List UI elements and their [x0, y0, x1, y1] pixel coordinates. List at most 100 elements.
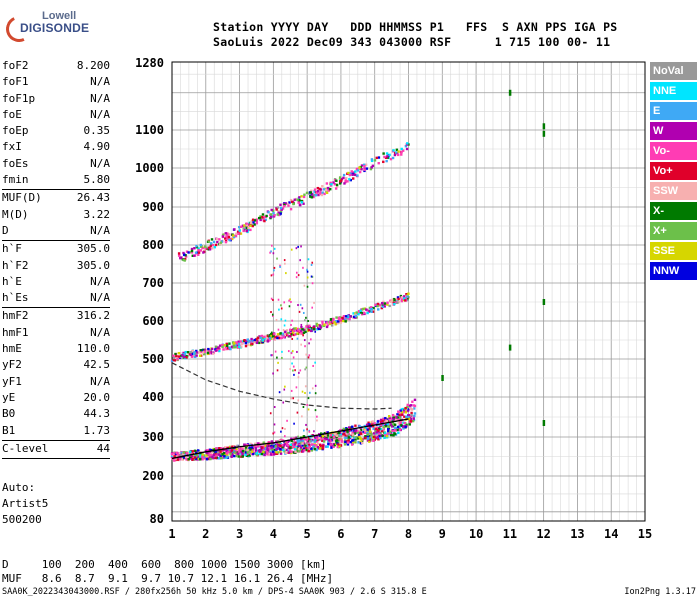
param-value: 110.0 — [76, 342, 110, 356]
echo-point — [370, 310, 373, 313]
param-value: N/A — [90, 374, 110, 388]
echo-point — [346, 314, 350, 318]
echo-point — [218, 349, 221, 353]
y-tick-label: 200 — [142, 469, 164, 483]
echo-point — [215, 237, 218, 241]
echo-point — [241, 224, 245, 227]
echo-point — [396, 153, 400, 157]
echo-point — [350, 429, 353, 432]
param-separator — [2, 307, 110, 309]
echo-point — [327, 189, 330, 192]
echo-point — [347, 436, 351, 439]
echo-point — [184, 255, 188, 258]
echo-point — [345, 428, 349, 431]
echo-point — [272, 211, 275, 215]
echo-point — [284, 319, 287, 322]
echo-point — [396, 296, 400, 299]
echo-point — [289, 331, 293, 334]
echo-point — [293, 422, 295, 425]
echo-point — [310, 196, 314, 199]
echo-point — [349, 435, 352, 438]
param-row: h`F2 305.0 — [2, 258, 110, 274]
echo-point — [375, 303, 378, 306]
echo-point — [403, 297, 406, 300]
echo-point — [283, 450, 286, 453]
echo-point — [355, 316, 358, 319]
echo-point — [410, 411, 413, 415]
echo-point — [231, 445, 234, 449]
echo-point — [404, 145, 408, 148]
param-row: yE 20.0 — [2, 390, 110, 406]
param-value: 5.80 — [83, 173, 111, 187]
echo-point — [292, 202, 295, 206]
echo-point — [290, 389, 293, 392]
echo-point — [229, 452, 232, 455]
echo-point — [375, 425, 378, 428]
param-row: h`Es N/A — [2, 290, 110, 306]
echo-point — [370, 158, 374, 161]
echo-point — [300, 199, 303, 203]
echo-point — [270, 444, 273, 448]
echo-point — [283, 324, 286, 327]
echo-point — [318, 443, 322, 447]
echo-point — [299, 303, 302, 306]
echo-point — [231, 237, 234, 241]
echo-point — [389, 300, 392, 304]
echo-point — [337, 431, 340, 434]
echo-point — [183, 257, 187, 261]
echo-point — [292, 369, 294, 372]
echo-point — [313, 301, 315, 304]
echo-point — [279, 210, 283, 213]
echo-point — [407, 407, 410, 411]
echo-point — [313, 440, 316, 443]
echo-point — [272, 453, 276, 456]
echo-point — [187, 457, 190, 461]
echo-point — [245, 223, 249, 227]
param-row: hmF1 N/A — [2, 325, 110, 341]
param-label: MUF(D) — [2, 191, 42, 205]
echo-point — [266, 445, 269, 448]
echo-point — [244, 447, 248, 450]
echo-point — [311, 275, 314, 278]
echo-point — [290, 439, 293, 443]
echo-point — [228, 238, 231, 242]
param-row: h`F 305.0 — [2, 241, 110, 257]
echo-point — [377, 156, 381, 159]
echo-point — [180, 453, 183, 457]
echo-point — [222, 451, 226, 455]
echo-point — [225, 449, 229, 453]
echo-point — [331, 321, 334, 325]
echo-point — [205, 458, 209, 461]
echo-point — [180, 256, 183, 259]
echo-point — [180, 458, 184, 461]
echo-point — [349, 440, 352, 444]
echo-point — [299, 203, 302, 207]
echo-point — [249, 448, 253, 451]
echo-point — [207, 248, 210, 251]
param-label: h`F — [2, 242, 22, 256]
echo-point — [290, 300, 292, 303]
echo-point — [239, 340, 242, 343]
echo-point — [508, 89, 512, 96]
echo-point — [177, 355, 181, 358]
echo-point — [293, 437, 296, 440]
echo-point — [273, 448, 276, 452]
logo-line2: DIGISONDE — [20, 21, 90, 35]
echo-point — [278, 444, 281, 447]
param-value: 1.73 — [83, 423, 111, 437]
echo-point — [224, 232, 228, 235]
echo-point — [325, 190, 328, 193]
echo-point — [271, 244, 273, 247]
echo-point — [278, 439, 282, 443]
echo-point — [405, 423, 408, 427]
echo-point — [244, 448, 247, 452]
echo-point — [273, 431, 276, 434]
echo-point — [221, 454, 224, 457]
echo-point — [316, 415, 318, 418]
echo-point — [308, 192, 311, 195]
echo-point — [209, 451, 213, 455]
echo-point — [240, 455, 243, 458]
echo-point — [372, 432, 376, 435]
echo-point — [290, 437, 293, 441]
echo-point — [376, 426, 380, 430]
